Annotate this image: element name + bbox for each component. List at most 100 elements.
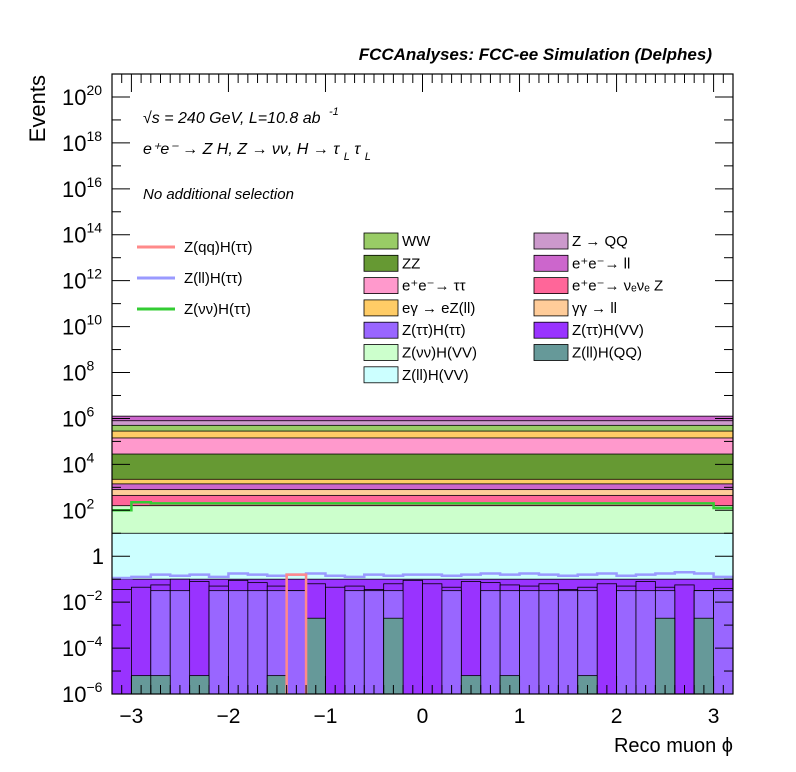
y-tick-label-base: 10 — [62, 361, 86, 386]
y-tick-label: 1014 — [62, 220, 102, 248]
y-tick-label: 1018 — [62, 128, 102, 156]
y-tick-label-exponent: −4 — [86, 633, 102, 649]
ztautau-htautau-bin-27 — [635, 590, 656, 695]
legend-bg2-label: Z(ll)H(QQ) — [572, 345, 642, 362]
zllhqq-bin-30 — [693, 617, 714, 695]
legend-bg2-swatch-2 — [533, 277, 569, 295]
ztautau-htautau-bin-31 — [713, 590, 734, 695]
energy-lumi-label: √s = 240 GeV, L=10.8 ab -1 — [143, 106, 339, 127]
y-tick-label-exponent: −6 — [86, 679, 102, 695]
y-tick-label-base: 1 — [92, 544, 104, 569]
plot-area — [111, 415, 734, 695]
ztautau-htautau-bin-13 — [363, 590, 385, 695]
y-tick-label-base: 10 — [62, 636, 86, 661]
zll-htautau-line — [112, 571, 733, 580]
axis-ticks — [111, 73, 734, 695]
y-tick-label: 1012 — [62, 266, 102, 294]
legend-bg2-swatch-0 — [533, 232, 569, 250]
y-tick-label-exponent: 6 — [86, 403, 94, 419]
y-tick-label: 106 — [62, 403, 94, 431]
y-tick-label-base: 10 — [62, 590, 86, 615]
ztautau-htautau-bin-22 — [538, 590, 559, 695]
y-tick-label-base: 10 — [62, 131, 86, 156]
y-tick-label-exponent: 18 — [86, 128, 102, 144]
y-tick-label-exponent: 8 — [86, 358, 94, 374]
ztautau-htautau-bin-7 — [247, 590, 268, 695]
y-tick-label: 104 — [62, 449, 94, 477]
legend-bg1-label: Z(νν)H(VV) — [402, 345, 477, 362]
legend-bg1-label: Z(ll)H(VV) — [402, 367, 469, 384]
x-tick-label: 3 — [708, 705, 720, 728]
y-tick-label-exponent: −2 — [86, 587, 102, 603]
y-tick-label: 1020 — [62, 82, 102, 110]
zllhqq-bin-10 — [305, 617, 326, 695]
x-axis-label: Reco muon ϕ — [614, 735, 733, 757]
tick-labels: 10−610−410−21102104106108101010121014101… — [62, 82, 719, 728]
legend-bg2-label: e⁺e⁻→ ll — [572, 255, 630, 272]
y-tick-label-base: 10 — [62, 85, 86, 110]
x-tick-label: −2 — [216, 705, 240, 728]
legend-bg1-label: ZZ — [402, 255, 420, 272]
legend-bg1-label: e⁺e⁻→ ττ — [402, 278, 466, 295]
chart-title: FCCAnalyses: FCC-ee Simulation (Delphes) — [359, 45, 713, 64]
y-tick-label-exponent: 14 — [86, 220, 102, 236]
x-tick-label: 1 — [514, 705, 526, 728]
ztautau-hvv-bin-0 — [111, 589, 132, 695]
y-tick-label-base: 10 — [62, 498, 86, 523]
ztautau-hvv-bin-11 — [325, 586, 346, 695]
x-tick-label: 0 — [417, 705, 429, 728]
legend-bg2-label: Z(ττ)H(VV) — [572, 322, 644, 339]
legend-bg2-label: Z → QQ — [572, 233, 628, 250]
zllhqq-bin-28 — [654, 617, 676, 695]
x-tick-label: −3 — [119, 705, 143, 728]
y-tick-label: 1010 — [62, 312, 102, 340]
legend-bg2-label: γγ → ll — [572, 300, 617, 317]
ztautau-hvv-bin-25 — [596, 583, 617, 695]
legend-bg1-swatch-2 — [363, 277, 399, 295]
ztautau-htautau-bin-26 — [616, 590, 637, 695]
legend-bg1-swatch-3 — [363, 299, 399, 317]
legend-bg2-swatch-3 — [533, 299, 569, 317]
legend-bg1-label: eγ → eZ(ll) — [402, 300, 475, 317]
ztautau-htautau-bin-23 — [557, 590, 579, 695]
y-tick-label-exponent: 20 — [86, 82, 102, 98]
y-tick-label-exponent: 12 — [86, 266, 102, 282]
legend-label: Z(qq)H(ττ) — [184, 239, 253, 256]
y-tick-label-exponent: 2 — [86, 495, 94, 511]
ztautau-hvv-bin-15 — [402, 579, 423, 695]
y-tick-label-base: 10 — [62, 682, 86, 707]
y-tick-label: 10−6 — [62, 679, 103, 707]
y-tick-label: 102 — [62, 495, 94, 523]
legend-bg2-label: e⁺e⁻→ νₑνₑ Z — [572, 278, 663, 295]
ztautau-htautau-bin-6 — [228, 590, 249, 695]
legend-label: Z(νν)H(ττ) — [184, 301, 251, 318]
x-tick-label: −1 — [313, 705, 337, 728]
y-tick-label-exponent: 16 — [86, 174, 102, 190]
y-tick-label-base: 10 — [62, 177, 86, 202]
ztautau-htautau-bin-5 — [208, 590, 229, 695]
legend-bg1-swatch-0 — [363, 232, 399, 250]
legend-bg2-swatch-5 — [533, 344, 569, 361]
y-tick-label-base: 10 — [62, 269, 86, 294]
zllhqq-bin-14 — [383, 617, 404, 695]
legend-bg1-swatch-1 — [363, 254, 399, 272]
ztautau-hvv-bin-16 — [422, 583, 443, 695]
ztautau-hvv-bin-29 — [674, 584, 695, 695]
y-tick-label: 1016 — [62, 174, 102, 202]
legend: Z(qq)H(ττ) Z(ll)H(ττ) Z(νν)H(ττ) WW ZZ e⁺e⁻→ … — [137, 232, 663, 384]
legend-bg1-swatch-4 — [363, 321, 399, 339]
ztautau-htautau-bin-17 — [441, 590, 462, 695]
y-tick-label: 10−2 — [62, 587, 103, 615]
znunu-htautau-line — [112, 501, 733, 512]
legend-label: Z(ll)H(ττ) — [184, 270, 243, 287]
y-axis-label: Events — [25, 75, 50, 142]
process-label: e⁺e⁻ → Z H, Z → νν, H → τ L τ L — [143, 141, 371, 164]
y-tick-label-base: 10 — [62, 223, 86, 248]
y-tick-label-base: 10 — [62, 315, 86, 340]
legend-bg1-swatch-5 — [363, 344, 399, 361]
legend-bg1-label: WW — [402, 233, 431, 250]
ztautau-htautau-bin-21 — [519, 590, 540, 695]
ztautau-htautau-bin-19 — [480, 590, 501, 695]
legend-bg2-swatch-1 — [533, 254, 569, 272]
